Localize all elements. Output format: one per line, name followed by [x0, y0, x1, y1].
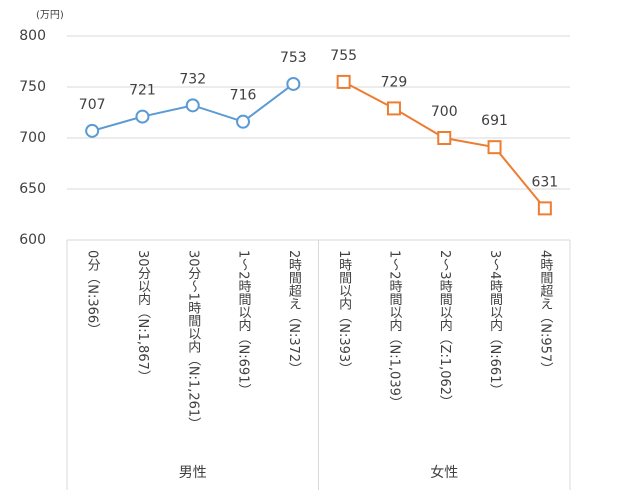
x-tick-label: 3～4時間以内（N:661）: [487, 250, 503, 396]
y-tick-label: 750: [19, 79, 46, 95]
y-tick-label: 700: [19, 130, 46, 146]
data-label: 729: [381, 74, 408, 90]
marker: [437, 131, 452, 145]
x-tick-label: 2時間超え（N:372）: [286, 250, 302, 375]
y-tick-label: 650: [19, 181, 46, 197]
data-label: 700: [431, 104, 458, 120]
data-label: 716: [230, 88, 257, 104]
marker: [386, 101, 401, 116]
marker: [537, 201, 552, 216]
y-tick-label: 800: [19, 28, 46, 44]
data-label: 631: [531, 174, 558, 190]
marker: [236, 114, 251, 129]
data-label: 732: [179, 71, 206, 87]
marker: [286, 76, 301, 91]
data-label: 755: [330, 48, 357, 64]
data-label: 691: [481, 113, 508, 129]
marker: [336, 74, 351, 89]
x-tick-label: 30分以内（N:1,867）: [135, 250, 151, 383]
data-label: 707: [79, 97, 106, 113]
data-label: 753: [280, 50, 307, 66]
x-tick-label: 1～2時間以内（N:691）: [236, 250, 252, 396]
group-label: 男性: [179, 465, 207, 481]
marker: [487, 140, 502, 155]
x-tick-label: 2～3時間以内（Z:1,062）: [437, 250, 453, 408]
marker: [135, 109, 150, 124]
x-tick-label: 1～2時間以内（N:1,039）: [386, 250, 402, 409]
x-tick-label: 0分（N:366）: [85, 250, 101, 336]
x-tick-label: 1時間以内（N:393）: [336, 250, 352, 375]
group-label: 女性: [430, 464, 458, 481]
unit-label: (万円): [36, 10, 64, 21]
data-label: 721: [129, 83, 156, 99]
y-tick-label: 600: [19, 232, 46, 248]
x-tick-label: 30分～1時間以内（N:1,261）: [185, 250, 201, 430]
x-tick-label: 4時間超え（N:957）: [537, 250, 553, 375]
marker: [85, 123, 100, 138]
marker: [185, 98, 200, 113]
